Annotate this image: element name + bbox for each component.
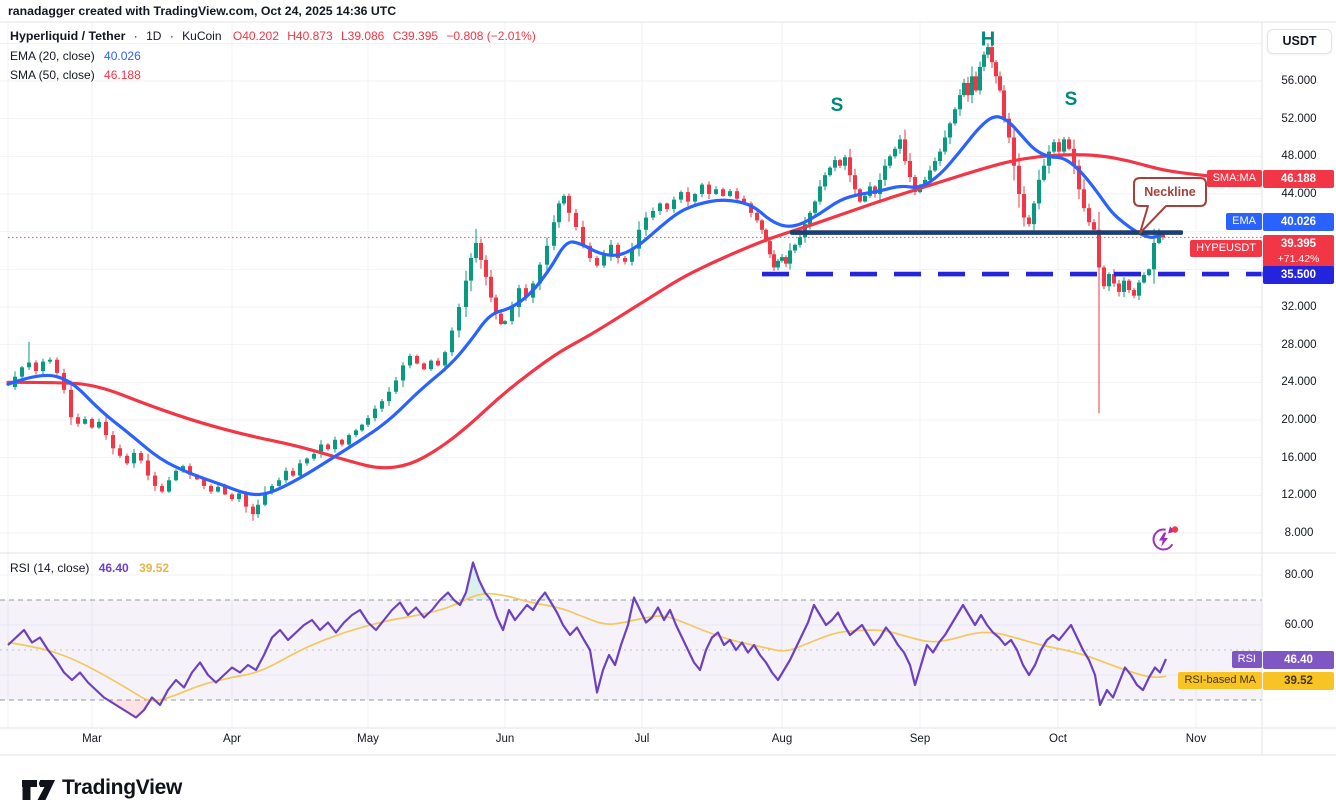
high-label: H [287,29,296,43]
price-tick-label: 32.000 [1281,300,1317,313]
ema-axis-value: 40.026 [1263,213,1334,231]
last-price-value: 39.395 [1280,238,1317,250]
symbol-axis-tag: HYPEUSDT [1190,240,1262,257]
close-value: 39.395 [401,29,439,43]
sma-axis-value: 46.188 [1263,170,1334,188]
price-tick-label: 16.000 [1281,451,1317,464]
price-tick-label: 28.000 [1281,338,1317,351]
time-axis-label: Apr [223,733,241,745]
currency-toggle-button[interactable]: USDT [1267,29,1332,54]
rsi-value: 46.40 [98,561,129,575]
time-axis-label: Aug [771,733,793,745]
price-tick-label: 12.000 [1281,489,1317,502]
rsi-ma-axis-value: 39.52 [1263,672,1334,690]
time-axis-label: Oct [1049,733,1067,745]
rsi-label: RSI (14, close) [10,561,90,575]
low-label: L [340,29,348,43]
legend-separator: · [133,29,138,43]
open-label: O [232,29,243,43]
tradingview-logo-icon[interactable] [20,774,58,804]
rsi-axis-value: 46.40 [1263,651,1334,669]
candles [13,41,1165,521]
price-tick-label: 8.000 [1284,527,1314,539]
flash-refresh-icon[interactable] [1149,523,1183,555]
attribution-text: ranadagger created with TradingView.com,… [8,4,397,18]
tradingview-logo-text[interactable]: TradingView [62,776,183,799]
time-axis-label: Jul [634,733,650,745]
ema-axis-tag: EMA [1226,213,1262,230]
price-tick-label: 24.000 [1281,376,1317,389]
close-label: C [392,29,402,43]
rsi-tick-label: 80.00 [1284,569,1314,581]
left-shoulder-label[interactable]: S [830,95,844,116]
ema-label: EMA (20, close) [10,49,95,63]
high-value: 40.873 [295,29,333,43]
time-axis-label: Jun [495,733,515,745]
rsi-ma-axis-tag: RSI-based MA [1178,672,1262,689]
change-percent: +71.42% [1277,253,1320,265]
time-axis-label: May [357,733,379,745]
rsi-tick-label: 60.00 [1284,619,1314,631]
price-tick-label: 44.000 [1281,187,1317,200]
rsi-axis-tag: RSI [1231,651,1262,668]
neckline-line [790,230,1183,235]
lightning-bolt-icon [1159,532,1168,547]
change-value: −0.808 (−2.01%) [446,29,536,43]
ema-legend-row[interactable]: EMA (20, close) 40.026 [10,49,141,63]
price-tick-label: 20.000 [1281,413,1317,426]
rsi-legend-row[interactable]: RSI (14, close) 46.40 39.52 [10,561,169,575]
low-value: 39.086 [347,29,385,43]
time-axis-label: Mar [82,733,102,745]
callout-tail [1139,205,1167,234]
price-tick-label: 48.000 [1281,150,1317,163]
symbol-legend-row[interactable]: Hyperliquid / Tether · 1D · KuCoin O40.2… [10,29,536,43]
rsi-ma-value: 39.52 [139,561,170,575]
neckline-text: Neckline [1144,185,1195,199]
interval-label: 1D [146,29,162,43]
price-tick-label: 56.000 [1281,74,1317,87]
sma-label: SMA (50, close) [10,68,95,82]
ema-value: 40.026 [104,49,141,63]
time-axis-label: Sep [909,733,931,745]
legend-separator2: · [169,29,174,43]
notification-dot [1171,526,1179,533]
sma-legend-row[interactable]: SMA (50, close) 46.188 [10,68,141,82]
right-shoulder-label[interactable]: S [1064,89,1078,110]
sma50-line [6,153,1212,470]
sma-value: 46.188 [104,68,141,82]
exchange-label: KuCoin [182,29,222,43]
open-value: 40.202 [242,29,279,43]
callout-bubble [1133,177,1207,207]
price-tick-label: 52.000 [1281,112,1317,125]
sma-axis-tag: SMA:MA [1206,170,1262,187]
head-label[interactable]: H [980,28,996,51]
symbol-name: Hyperliquid / Tether [10,29,126,43]
ema20-line [6,115,1165,497]
circular-arrow [1152,528,1175,551]
rsi-ma-line [7,592,1167,702]
time-axis-label: Nov [1185,733,1207,745]
support-level-badge: 35.500 [1263,266,1334,284]
neckline-callout[interactable]: Neckline [1126,176,1210,236]
rsi-line [7,561,1168,719]
